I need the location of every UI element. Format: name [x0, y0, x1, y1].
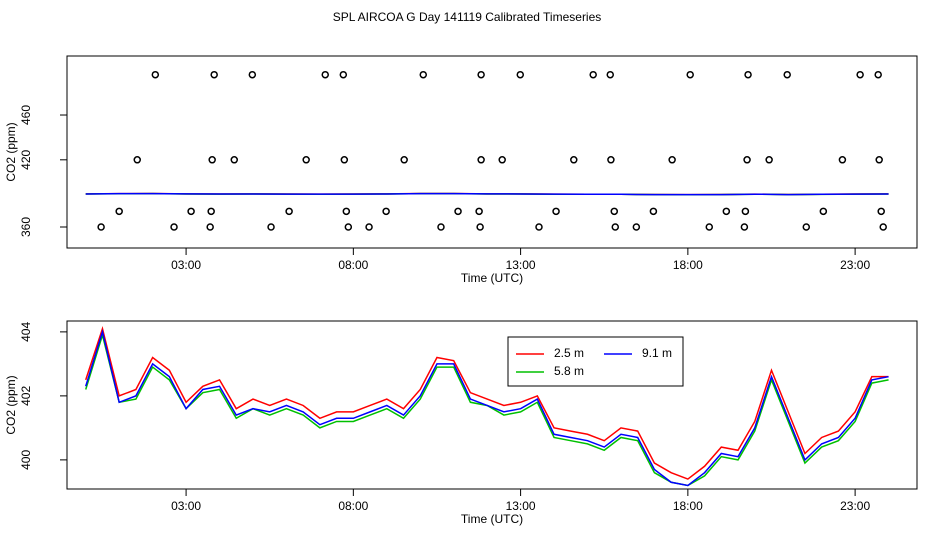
point: [874, 70, 882, 79]
legend-label: 2.5 m: [554, 346, 584, 360]
point: [151, 70, 160, 79]
point: [765, 156, 773, 164]
x-tick-label: 18:00: [673, 499, 703, 513]
point: [208, 156, 216, 164]
point: [187, 207, 195, 216]
point: [476, 223, 484, 231]
point: [210, 70, 218, 79]
series-line: [85, 192, 889, 196]
x-axis-label: Time (UTC): [461, 271, 523, 285]
point: [589, 70, 597, 79]
point: [419, 70, 428, 79]
point: [516, 70, 525, 79]
series-line: [85, 329, 889, 487]
figure-title: SPL AIRCOA G Day 141119 Calibrated Times…: [333, 10, 602, 24]
point: [552, 207, 560, 216]
point: [535, 223, 543, 231]
point: [285, 207, 293, 216]
y-tick-label: 420: [19, 149, 33, 169]
point: [321, 70, 329, 79]
point: [783, 70, 791, 79]
point: [115, 207, 123, 216]
point: [230, 156, 239, 164]
point: [819, 207, 828, 216]
point: [454, 207, 462, 216]
x-tick-label: 08:00: [338, 258, 368, 272]
y-tick-label: 404: [19, 322, 33, 342]
x-tick-label: 08:00: [338, 499, 368, 513]
point: [607, 156, 615, 164]
point: [477, 70, 485, 79]
point: [570, 156, 578, 164]
point: [686, 70, 694, 79]
point: [722, 207, 731, 216]
point: [802, 223, 811, 231]
legend-label: 9.1 m: [642, 346, 672, 360]
point: [743, 156, 751, 164]
point: [741, 207, 750, 216]
point: [477, 156, 485, 164]
point: [475, 207, 483, 216]
point: [170, 223, 178, 231]
point: [610, 207, 619, 216]
legend-frame: [507, 336, 684, 387]
point: [875, 156, 883, 164]
point: [705, 223, 714, 231]
point: [437, 223, 445, 231]
point: [400, 156, 408, 164]
legend-label: 5.8 m: [554, 364, 584, 378]
point: [365, 223, 373, 231]
point: [606, 70, 615, 79]
point: [340, 156, 349, 164]
x-axis-label: Time (UTC): [461, 512, 523, 526]
point: [248, 70, 257, 79]
plot-frame: [66, 55, 918, 249]
point: [267, 223, 275, 231]
point: [382, 207, 390, 216]
point: [838, 156, 847, 164]
y-axis-label: CO2 (ppm): [4, 122, 18, 181]
point: [632, 223, 641, 231]
point: [668, 156, 676, 164]
point: [133, 156, 141, 164]
x-tick-label: 13:00: [506, 258, 536, 272]
series-line: [85, 325, 889, 480]
x-tick-label: 03:00: [171, 258, 201, 272]
point: [207, 207, 215, 216]
y-tick-label: 400: [19, 450, 33, 470]
point: [879, 223, 887, 231]
x-tick-label: 03:00: [171, 499, 201, 513]
y-tick-label: 360: [19, 217, 33, 237]
point: [206, 223, 214, 231]
point: [339, 70, 348, 79]
point: [740, 223, 749, 231]
x-tick-label: 18:00: [673, 258, 703, 272]
x-tick-label: 23:00: [840, 258, 870, 272]
x-tick-label: 13:00: [506, 499, 536, 513]
y-axis-label: CO2 (ppm): [4, 375, 18, 434]
point: [97, 223, 105, 231]
point: [611, 223, 620, 231]
point: [344, 223, 353, 231]
point: [649, 207, 658, 216]
y-tick-label: 460: [19, 105, 33, 125]
point: [342, 207, 351, 216]
plot-frame: [66, 320, 918, 490]
point: [744, 70, 752, 79]
x-tick-label: 23:00: [840, 499, 870, 513]
point: [856, 70, 864, 79]
y-tick-label: 402: [19, 386, 33, 406]
point: [302, 156, 310, 164]
point: [498, 156, 506, 164]
point: [877, 207, 885, 216]
